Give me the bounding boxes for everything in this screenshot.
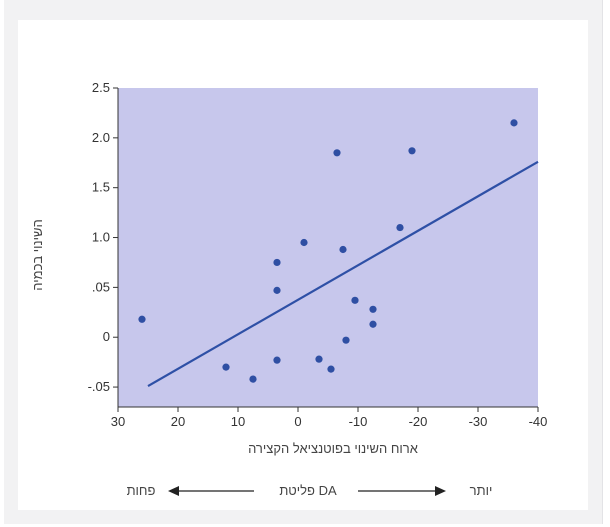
data-point: [300, 238, 308, 247]
x-tick-label: -20: [409, 414, 428, 429]
data-point: [327, 365, 335, 373]
y-tick-label: 2.5: [92, 80, 110, 95]
figure-frame: 2.5 2.0 1.5 1.0 .05 0 -.05 30 20 10 0 -10 -20 -30 -40…: [4, 0, 603, 524]
x-tick-label: -40: [529, 414, 548, 429]
y-axis: 2.5 2.0 1.5 1.0 .05 0 -.05: [88, 80, 119, 407]
left-arrow-icon: [168, 486, 254, 496]
y-tick-label: 2.0: [92, 130, 110, 145]
x-axis: 30 20 10 0 -10 -20 -30 -40: [111, 406, 548, 429]
x-tick-label: 30: [111, 414, 125, 429]
x-tick-label: -30: [469, 414, 488, 429]
data-point: [342, 336, 350, 344]
x-axis-label: ארוח השינוי בפוטנציאל הקצירה: [248, 441, 418, 456]
data-point: [273, 356, 281, 364]
plot-area: [118, 88, 538, 407]
right-arrow-icon: [358, 486, 446, 496]
data-points: [138, 119, 518, 383]
data-point: [315, 355, 323, 363]
more-label: יותר: [470, 483, 493, 498]
data-point: [351, 296, 359, 304]
y-axis-label: השינוי בכמיה: [30, 219, 45, 290]
y-tick-label: 0: [103, 329, 110, 344]
y-tick-label: 1.0: [92, 230, 110, 245]
data-point: [396, 223, 404, 232]
data-point: [339, 245, 347, 254]
data-point: [510, 119, 518, 127]
data-point: [369, 305, 377, 313]
x-tick-label: 10: [231, 414, 245, 429]
data-point: [333, 149, 341, 157]
data-point: [273, 258, 281, 267]
less-label: פחות: [127, 483, 156, 498]
x-tick-label: 20: [171, 414, 185, 429]
scatter-chart: 2.5 2.0 1.5 1.0 .05 0 -.05 30 20 10 0 -10 -20 -30 -40…: [30, 80, 548, 498]
data-point: [222, 363, 230, 371]
chart-panel: 2.5 2.0 1.5 1.0 .05 0 -.05 30 20 10 0 -10 -20 -30 -40…: [18, 20, 588, 510]
data-point: [273, 286, 281, 294]
data-point: [369, 320, 377, 328]
x-tick-label: 0: [294, 414, 301, 429]
x-tick-label: -10: [349, 414, 368, 429]
y-tick-label: -.05: [88, 379, 110, 394]
data-point: [249, 375, 257, 383]
data-point: [408, 147, 416, 155]
y-tick-label: 1.5: [92, 180, 110, 195]
da-emission-label: פליטת DA: [279, 483, 337, 498]
trend-line: [147, 160, 539, 388]
data-point: [138, 315, 146, 323]
y-tick-label: .05: [92, 279, 110, 294]
